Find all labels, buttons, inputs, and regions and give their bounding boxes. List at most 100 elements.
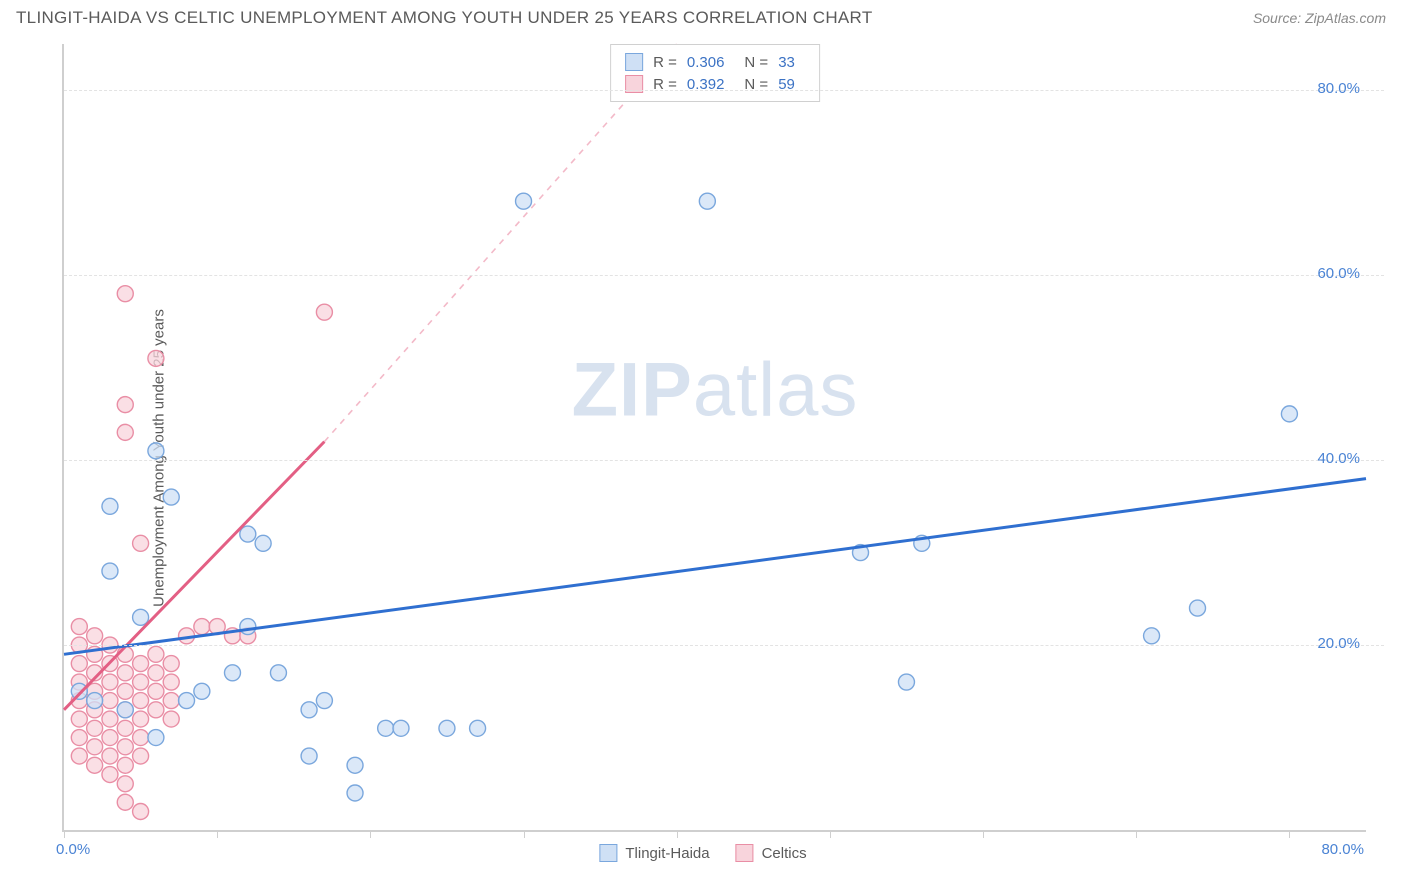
data-point xyxy=(102,711,118,727)
data-point xyxy=(699,193,715,209)
data-point xyxy=(71,619,87,635)
data-point xyxy=(133,711,149,727)
data-point xyxy=(71,711,87,727)
data-point xyxy=(148,665,164,681)
data-point xyxy=(194,619,210,635)
data-point xyxy=(898,674,914,690)
trend-line xyxy=(64,479,1366,655)
data-point xyxy=(439,720,455,736)
data-point xyxy=(179,693,195,709)
legend-label-b: Celtics xyxy=(762,845,807,862)
n-label-a: N = xyxy=(744,54,768,71)
data-point xyxy=(117,286,133,302)
r-value-a: 0.306 xyxy=(687,54,725,71)
data-point xyxy=(117,757,133,773)
y-tick-label: 20.0% xyxy=(1317,635,1360,652)
legend-label-a: Tlingit-Haida xyxy=(625,845,709,862)
data-point xyxy=(316,693,332,709)
data-point xyxy=(1144,628,1160,644)
scatter-svg xyxy=(64,44,1366,830)
data-point xyxy=(102,730,118,746)
y-tick-label: 60.0% xyxy=(1317,265,1360,282)
trend-line xyxy=(324,44,676,442)
data-point xyxy=(301,748,317,764)
data-point xyxy=(378,720,394,736)
chart-container: Unemployment Among Youth under 25 years … xyxy=(16,40,1390,876)
n-value-a: 33 xyxy=(778,54,795,71)
data-point xyxy=(516,193,532,209)
stats-box: R = 0.306 N = 33 R = 0.392 N = 59 xyxy=(610,44,820,102)
data-point xyxy=(71,730,87,746)
data-point xyxy=(347,757,363,773)
data-point xyxy=(87,720,103,736)
data-point xyxy=(117,720,133,736)
data-point xyxy=(148,646,164,662)
data-point xyxy=(117,665,133,681)
data-point xyxy=(133,656,149,672)
data-point xyxy=(1190,600,1206,616)
data-point xyxy=(148,702,164,718)
data-point xyxy=(148,730,164,746)
data-point xyxy=(1281,406,1297,422)
swatch-a xyxy=(625,53,643,71)
data-point xyxy=(102,498,118,514)
legend-item-b: Celtics xyxy=(736,844,807,862)
data-point xyxy=(71,683,87,699)
x-axis-min: 0.0% xyxy=(56,841,90,858)
y-tick-label: 40.0% xyxy=(1317,450,1360,467)
legend-swatch-b xyxy=(736,844,754,862)
data-point xyxy=(117,683,133,699)
data-point xyxy=(347,785,363,801)
data-point xyxy=(470,720,486,736)
data-point xyxy=(148,683,164,699)
data-point xyxy=(255,535,271,551)
legend: Tlingit-Haida Celtics xyxy=(599,844,806,862)
data-point xyxy=(148,443,164,459)
legend-swatch-a xyxy=(599,844,617,862)
data-point xyxy=(148,350,164,366)
data-point xyxy=(133,748,149,764)
data-point xyxy=(163,674,179,690)
data-point xyxy=(117,739,133,755)
r-label-a: R = xyxy=(653,54,677,71)
y-tick-label: 80.0% xyxy=(1317,80,1360,97)
plot-area: ZIPatlas R = 0.306 N = 33 R = 0.392 N = … xyxy=(62,44,1366,832)
data-point xyxy=(270,665,286,681)
data-point xyxy=(102,748,118,764)
legend-item-a: Tlingit-Haida xyxy=(599,844,709,862)
data-point xyxy=(117,794,133,810)
source-label: Source: ZipAtlas.com xyxy=(1253,10,1386,26)
x-axis-max: 80.0% xyxy=(1321,841,1364,858)
data-point xyxy=(133,609,149,625)
data-point xyxy=(163,693,179,709)
data-point xyxy=(301,702,317,718)
stats-row-a: R = 0.306 N = 33 xyxy=(625,51,805,73)
data-point xyxy=(163,711,179,727)
data-point xyxy=(87,757,103,773)
data-point xyxy=(87,693,103,709)
data-point xyxy=(71,656,87,672)
data-point xyxy=(117,702,133,718)
data-point xyxy=(163,656,179,672)
data-point xyxy=(71,748,87,764)
data-point xyxy=(87,628,103,644)
data-point xyxy=(87,739,103,755)
data-point xyxy=(163,489,179,505)
data-point xyxy=(240,526,256,542)
data-point xyxy=(102,563,118,579)
data-point xyxy=(194,683,210,699)
chart-title: TLINGIT-HAIDA VS CELTIC UNEMPLOYMENT AMO… xyxy=(16,8,873,28)
data-point xyxy=(102,693,118,709)
data-point xyxy=(117,397,133,413)
stats-row-b: R = 0.392 N = 59 xyxy=(625,73,805,95)
data-point xyxy=(224,665,240,681)
data-point xyxy=(117,776,133,792)
data-point xyxy=(133,693,149,709)
data-point xyxy=(393,720,409,736)
data-point xyxy=(102,767,118,783)
data-point xyxy=(102,674,118,690)
data-point xyxy=(316,304,332,320)
data-point xyxy=(133,730,149,746)
data-point xyxy=(117,424,133,440)
header-bar: TLINGIT-HAIDA VS CELTIC UNEMPLOYMENT AMO… xyxy=(0,0,1406,32)
